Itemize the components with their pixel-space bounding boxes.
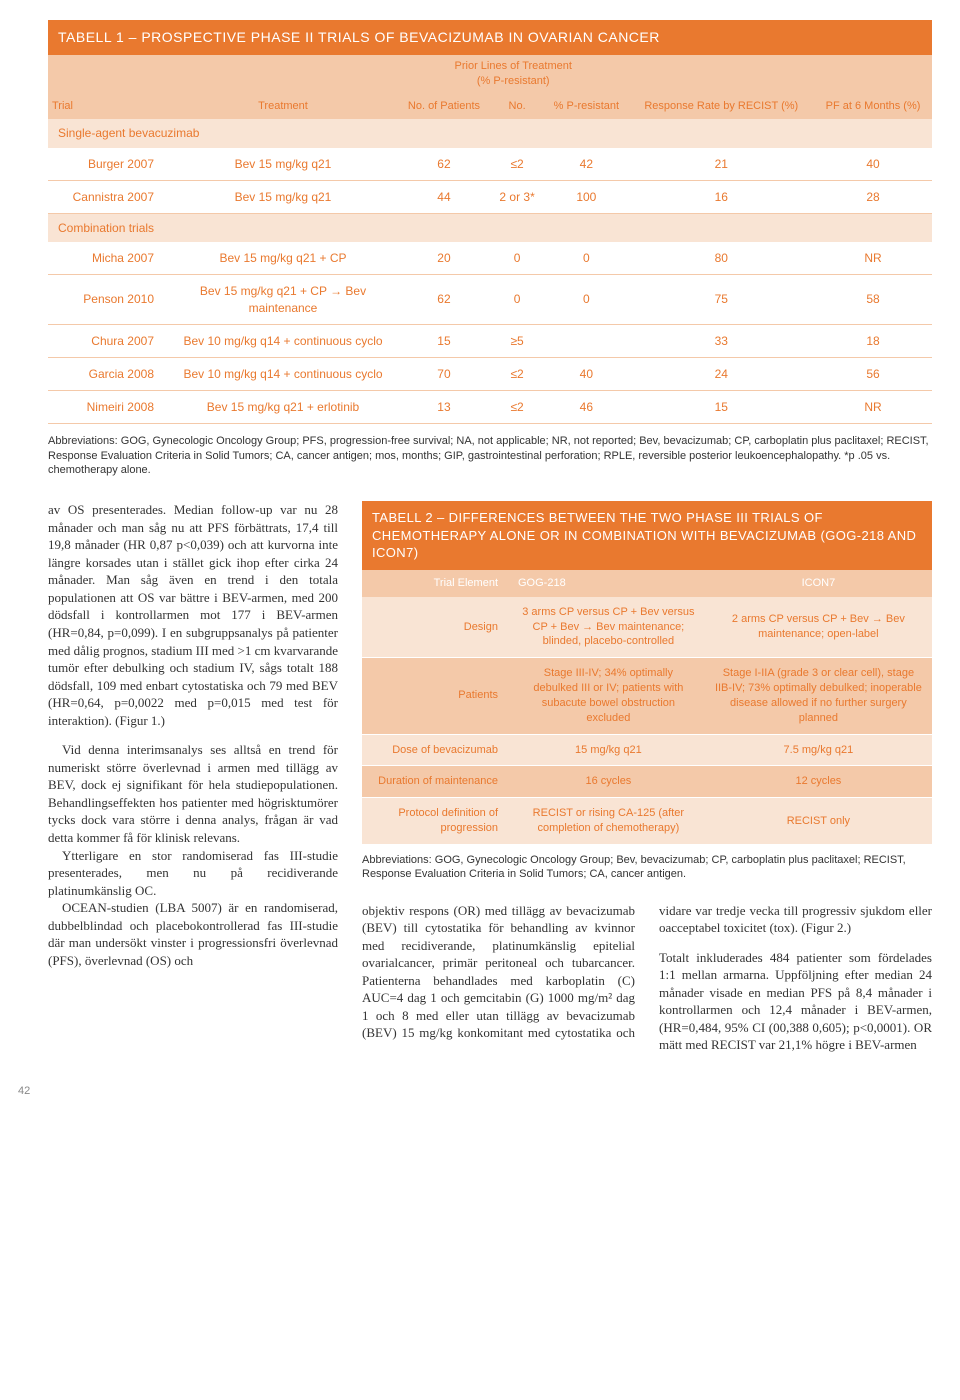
table-row: Nimeiri 2008Bev 15 mg/kg q21 + erlotinib… bbox=[48, 391, 932, 424]
table-row: Chura 2007Bev 10 mg/kg q14 + continuous … bbox=[48, 324, 932, 357]
table1-subhead: Prior Lines of Treatment (% P-resistant) bbox=[398, 55, 628, 93]
table-row: Penson 2010Bev 15 mg/kg q21 + CP → Bev m… bbox=[48, 275, 932, 324]
table2-title: TABELL 2 – DIFFERENCES BETWEEN THE TWO P… bbox=[362, 501, 932, 570]
table1-section-single: Single-agent bevacuzimab bbox=[48, 119, 932, 147]
left-column-text: av OS presenterades. Median follow-up va… bbox=[48, 501, 338, 1054]
table-row: Duration of maintenance16 cycles12 cycle… bbox=[362, 766, 932, 798]
table-1: TABELL 1 – PROSPECTIVE PHASE II TRIALS O… bbox=[48, 20, 932, 424]
table-row: Cannistra 2007Bev 15 mg/kg q21442 or 3*1… bbox=[48, 180, 932, 213]
table1-abbreviations: Abbreviations: GOG, Gynecologic Oncology… bbox=[48, 434, 932, 477]
body-two-column: objektiv respons (OR) med tillägg av bev… bbox=[362, 902, 932, 1054]
table-row: Protocol definition of progressionRECIST… bbox=[362, 798, 932, 845]
table-row: Burger 2007Bev 15 mg/kg q2162≤2422140 bbox=[48, 148, 932, 181]
body-paragraph: av OS presenterades. Median follow-up va… bbox=[48, 501, 338, 729]
body-paragraph: Totalt inkluderades 484 patienter som fö… bbox=[659, 949, 932, 1054]
table-2: TABELL 2 – DIFFERENCES BETWEEN THE TWO P… bbox=[362, 501, 932, 845]
table-row: Micha 2007Bev 15 mg/kg q21 + CP200080NR bbox=[48, 242, 932, 275]
body-paragraph: OCEAN-studien (LBA 5007) är en randomise… bbox=[48, 899, 338, 969]
body-paragraph: Ytterligare en stor randomiserad fas III… bbox=[48, 847, 338, 900]
table1-column-headers: Trial Treatment No. of Patients No. % P-… bbox=[48, 93, 932, 120]
table-row: Garcia 2008Bev 10 mg/kg q14 + continuous… bbox=[48, 357, 932, 390]
table-row: PatientsStage III-IV; 34% optimally debu… bbox=[362, 658, 932, 734]
table-row: Design3 arms CP versus CP + Bev versus C… bbox=[362, 597, 932, 658]
table1-title: TABELL 1 – PROSPECTIVE PHASE II TRIALS O… bbox=[48, 20, 932, 55]
table2-abbreviations: Abbreviations: GOG, Gynecologic Oncology… bbox=[362, 853, 932, 882]
table2-headers: Trial Element GOG-218 ICON7 bbox=[362, 570, 932, 597]
page-number: 42 bbox=[18, 1084, 932, 1099]
body-paragraph: Vid denna interimsanalys ses alltså en t… bbox=[48, 741, 338, 846]
table-row: Dose of bevacizumab15 mg/kg q217.5 mg/kg… bbox=[362, 734, 932, 766]
table1-section-combo: Combination trials bbox=[48, 213, 932, 242]
